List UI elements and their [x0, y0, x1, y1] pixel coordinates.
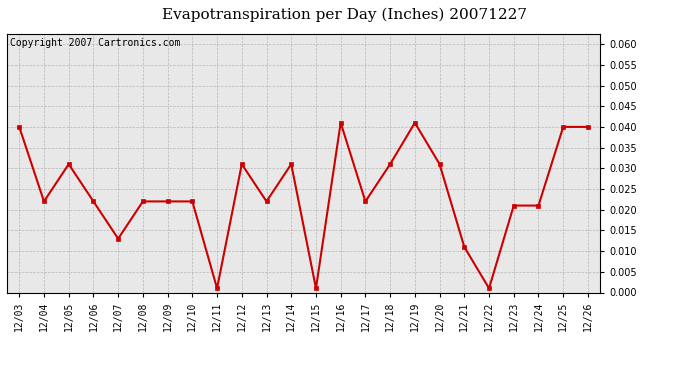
Text: Copyright 2007 Cartronics.com: Copyright 2007 Cartronics.com: [10, 38, 180, 48]
Text: Evapotranspiration per Day (Inches) 20071227: Evapotranspiration per Day (Inches) 2007…: [163, 8, 527, 22]
